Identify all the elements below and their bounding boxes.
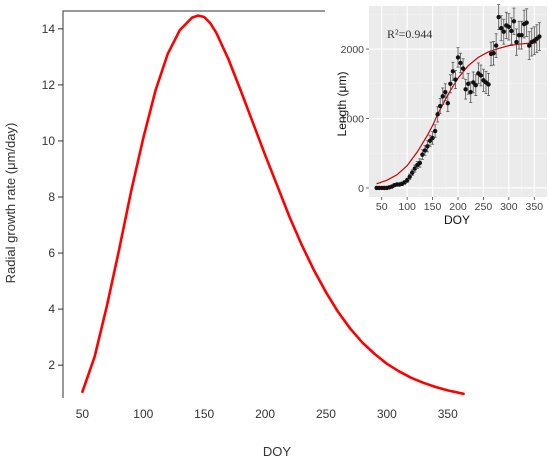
data-point <box>509 28 514 34</box>
data-point <box>450 69 456 74</box>
data-point <box>448 81 453 86</box>
x-tick-label: 50 <box>76 407 90 421</box>
main-plot-frame <box>62 10 325 398</box>
data-point <box>460 66 466 71</box>
main-x-axis-label: DOY <box>263 444 292 459</box>
data-point <box>432 128 438 134</box>
data-point <box>453 77 458 82</box>
data-point <box>486 82 491 87</box>
x-tick-label: 100 <box>133 407 153 421</box>
x-tick-label: 350 <box>438 407 458 421</box>
inset-x-tick-label: 250 <box>475 201 493 213</box>
x-tick-label: 200 <box>255 407 275 421</box>
y-tick-label: 10 <box>42 134 56 148</box>
data-point <box>458 60 463 66</box>
data-point <box>455 55 461 60</box>
main-y-axis: 2 4 6 8 10 12 14 <box>42 22 63 372</box>
data-point <box>465 81 471 86</box>
inset-x-tick-label: 350 <box>526 201 544 213</box>
main-chart: 2 4 6 8 10 12 14 50 100 150 200 250 300 350 DOY Radi… <box>3 10 465 459</box>
r-squared-annotation: R²=0.944 <box>387 27 432 41</box>
x-tick-label: 250 <box>316 407 336 421</box>
data-point <box>514 39 519 45</box>
data-point <box>435 112 440 117</box>
inset-y-tick-label: 2000 <box>341 44 365 56</box>
data-point <box>506 24 512 30</box>
data-point <box>412 166 417 171</box>
y-tick-label: 2 <box>48 358 55 372</box>
data-point <box>430 135 435 141</box>
y-tick-label: 4 <box>48 302 55 316</box>
inset-x-tick-label: 150 <box>424 201 442 213</box>
y-tick-label: 8 <box>48 190 55 204</box>
inset-y-axis-label: Length (μm) <box>335 72 349 137</box>
data-point <box>478 73 484 78</box>
data-point <box>468 89 473 95</box>
y-tick-label: 14 <box>42 22 56 36</box>
data-point <box>519 32 524 38</box>
data-point <box>471 80 476 85</box>
inset-y-axis: 0 1000 2000 <box>341 44 369 195</box>
data-point <box>440 94 445 99</box>
data-point <box>463 87 468 92</box>
inset-x-tick-label: 50 <box>376 201 388 213</box>
data-point <box>537 34 542 39</box>
y-tick-label: 12 <box>42 78 56 92</box>
data-point <box>524 20 529 25</box>
inset-x-tick-label: 200 <box>449 201 467 213</box>
inset-data-points <box>374 4 542 191</box>
y-tick-label: 6 <box>48 246 55 260</box>
inset-x-axis: 50 100 150 200 250 300 350 <box>376 197 543 213</box>
inset-x-axis-label: DOY <box>444 213 470 227</box>
fit-curve <box>376 42 537 185</box>
data-point <box>427 138 433 143</box>
data-point <box>417 160 423 166</box>
data-point <box>420 152 425 157</box>
x-tick-label: 300 <box>377 407 397 421</box>
data-point <box>445 101 451 106</box>
main-y-axis-label: Radial growth rate (μm/day) <box>3 123 18 284</box>
data-point <box>493 43 499 48</box>
x-tick-label: 150 <box>194 407 214 421</box>
inset-x-tick-label: 100 <box>398 201 416 213</box>
data-point <box>527 43 532 48</box>
data-point <box>425 144 430 149</box>
series-line-radial-growth-rate <box>81 14 465 396</box>
data-point <box>511 19 517 24</box>
data-point <box>501 29 506 34</box>
inset-y-tick-label: 0 <box>358 183 364 195</box>
data-point <box>404 178 410 183</box>
inset-y-tick-label: 1000 <box>341 114 365 126</box>
data-point <box>410 170 415 175</box>
data-point <box>499 26 504 31</box>
data-point <box>491 51 496 56</box>
main-x-axis: 50 100 150 200 250 300 350 <box>76 407 458 421</box>
data-point <box>443 89 448 95</box>
inset-x-tick-label: 300 <box>500 201 518 213</box>
